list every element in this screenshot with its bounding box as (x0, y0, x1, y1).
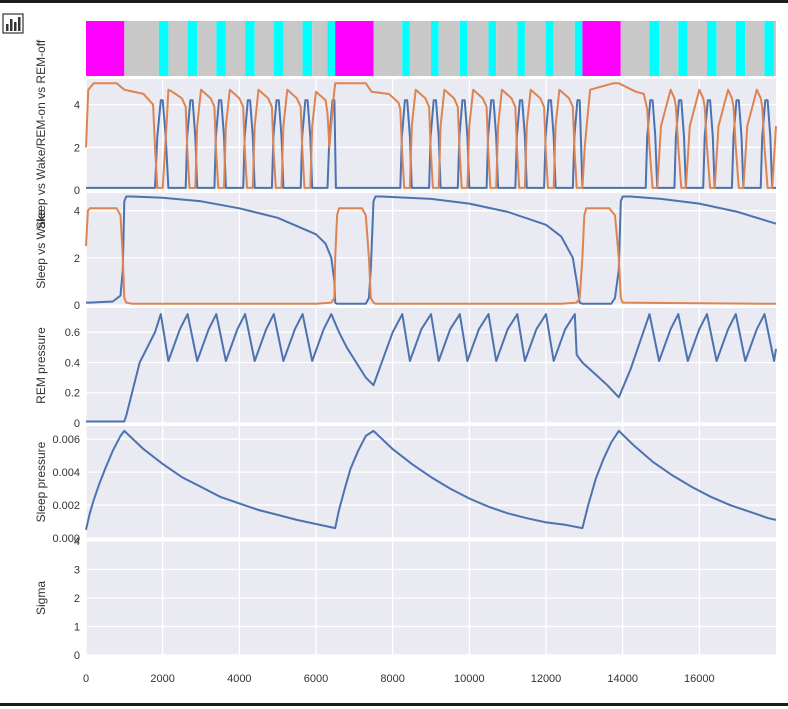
state-segment-nrem (620, 21, 650, 76)
state-segment-nrem (438, 21, 460, 76)
y-tick-label: 3 (74, 565, 80, 577)
panel-sleep-wake (86, 193, 776, 305)
state-segment-wake (86, 21, 125, 76)
series-line-orange (85, 82, 777, 189)
state-segment-nrem (745, 21, 765, 76)
state-segment-rem (546, 21, 554, 76)
y-tick-label: 0 (74, 185, 80, 197)
state-segment-rem (649, 21, 660, 76)
y-tick-label: 0.6 (65, 327, 80, 339)
y-axis-label: Sigma (34, 581, 48, 615)
y-tick-label: 0 (74, 650, 80, 662)
y-axis-label: Sleep vs Wake (34, 209, 48, 289)
bar-chart-icon[interactable] (2, 11, 24, 35)
y-tick-label: 0.004 (52, 467, 80, 479)
state-segment-wake (335, 21, 374, 76)
y-tick-label: 0.000 (52, 533, 80, 545)
state-segment-rem (216, 21, 226, 76)
y-tick-label: 2 (74, 142, 80, 154)
state-segment-nrem (124, 21, 159, 76)
x-tick-label: 8000 (380, 673, 404, 685)
x-tick-label: 0 (83, 673, 89, 685)
state-segment-rem (574, 21, 583, 76)
state-segment-nrem (467, 21, 489, 76)
state-segment-rem (273, 21, 284, 76)
state-segment-nrem (716, 21, 736, 76)
x-tick-label: 4000 (227, 673, 251, 685)
state-segment-nrem (254, 21, 274, 76)
y-tick-label: 2 (74, 593, 80, 605)
y-tick-label: 1 (74, 622, 80, 634)
state-segment-nrem (225, 21, 246, 76)
state-segment-nrem (687, 21, 707, 76)
state-segment-rem (764, 21, 775, 76)
x-tick-label: 2000 (150, 673, 174, 685)
series-line-blue (86, 99, 776, 189)
state-segment-nrem (409, 21, 431, 76)
y-tick-label: 0 (74, 300, 80, 312)
state-segment-rem (735, 21, 746, 76)
state-segment-nrem (283, 21, 303, 76)
y-axis-label: Sleep vs Wake/REM-on vs REM-off (34, 39, 48, 229)
state-segment-rem (517, 21, 525, 76)
x-tick-label: 16000 (684, 673, 715, 685)
state-segment-rem (245, 21, 255, 76)
series-line-orange (85, 207, 777, 305)
state-segment-nrem (197, 21, 217, 76)
state-segment-rem (187, 21, 198, 76)
state-segment-nrem (659, 21, 679, 76)
x-tick-label: 6000 (304, 673, 328, 685)
series-line-blue (86, 195, 777, 305)
y-tick-label: 4 (74, 100, 80, 112)
y-tick-label: 0.002 (52, 500, 80, 512)
state-segment-nrem (168, 21, 188, 76)
series-line-blue (85, 429, 777, 531)
state-segment-nrem (774, 21, 776, 76)
series-line-blue (86, 313, 777, 423)
panel-sleep-pressure (86, 426, 776, 538)
y-tick-label: 0.006 (52, 434, 80, 446)
y-axis-label: REM pressure (34, 327, 48, 404)
y-tick-label: 0.4 (65, 357, 80, 369)
y-tick-label: 0 (74, 418, 80, 430)
state-segment-rem (678, 21, 688, 76)
y-tick-label: 0.2 (65, 388, 80, 400)
y-tick-label: 4 (74, 206, 80, 218)
x-tick-label: 14000 (607, 673, 638, 685)
x-tick-label: 10000 (454, 673, 485, 685)
state-segment-nrem (524, 21, 546, 76)
x-tick-label: 12000 (531, 673, 562, 685)
panel-rem-pressure (86, 308, 776, 423)
state-segment-rem (327, 21, 336, 76)
state-segment-rem (488, 21, 497, 76)
state-segment-wake (582, 21, 621, 76)
figure: 0 2 4 Sleep vs Wake/REM-on vs REM-off 0 2 4 Sle… (34, 21, 777, 685)
state-segment-rem (302, 21, 313, 76)
state-segment-nrem (312, 21, 328, 76)
state-segment-rem (459, 21, 468, 76)
state-segment-nrem (553, 21, 575, 76)
y-tick-label: 4 (74, 536, 80, 548)
state-segment-nrem (373, 21, 403, 76)
y-axis-label: Sleep pressure (34, 441, 48, 522)
state-segment-rem (707, 21, 717, 76)
state-segment-nrem (496, 21, 518, 76)
state-segment-rem (431, 21, 439, 76)
y-tick-label: 2 (74, 253, 80, 265)
state-segment-rem (402, 21, 410, 76)
state-segment-rem (158, 21, 169, 76)
